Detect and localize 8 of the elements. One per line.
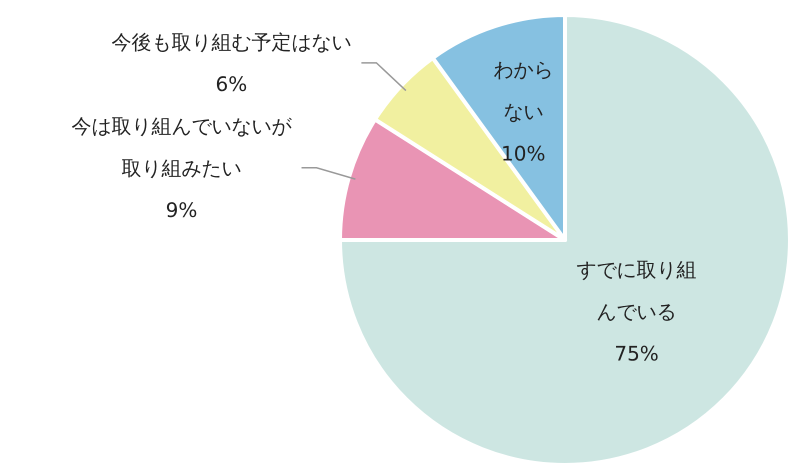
data-label: 9% xyxy=(166,198,198,222)
data-label: 10% xyxy=(501,142,546,166)
slice-label: わからない xyxy=(493,58,554,124)
data-label: 75% xyxy=(614,342,659,366)
slice-label: すでに取り組んでいる xyxy=(576,258,697,324)
slice-label: 今後も取り組む予定はない xyxy=(111,30,352,54)
slice-label: 今は取り組んでいないが取り組みたい xyxy=(72,114,293,180)
data-label: 6% xyxy=(216,72,248,96)
